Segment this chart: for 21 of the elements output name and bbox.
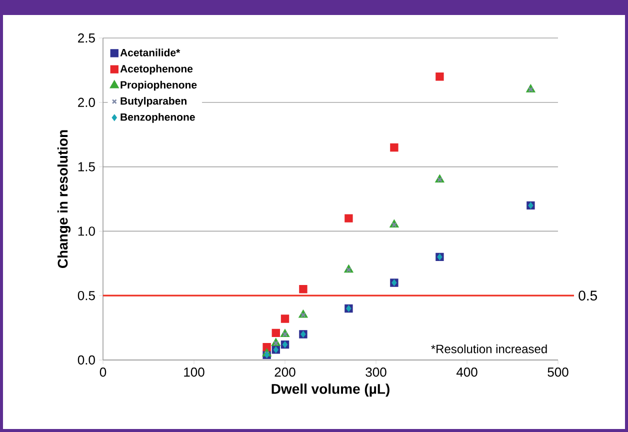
x-tick-label: 400 (456, 368, 478, 377)
legend-label: Acetophenone (120, 64, 193, 75)
y-tick-label: 1.5 (78, 162, 95, 172)
x-tick-label: 0 (100, 368, 106, 377)
x-tick-label: 300 (366, 368, 386, 377)
x-tick-label: 500 (548, 368, 568, 377)
annotation: *Resolution increased (431, 344, 547, 354)
y-tick-label: 0.0 (78, 355, 95, 365)
y-tick-label: 2.5 (78, 33, 95, 43)
y-tick-label: 0.5 (78, 290, 95, 300)
y-tick-label: 1.0 (78, 226, 95, 236)
x-tick-label: 100 (184, 368, 204, 377)
y-axis-title: Change in resolution (57, 130, 71, 268)
ref-line-label: 0.5 (578, 290, 598, 301)
x-tick-label: 200 (274, 368, 296, 377)
x-axis-title: Dwell volume (µL) (272, 384, 390, 397)
y-tick-label: 2.0 (78, 98, 95, 107)
legend-label: Propiophenone (120, 80, 197, 91)
legend-label: Acetanilide* (120, 48, 180, 56)
legend-label: Butylparaben (120, 96, 186, 107)
legend-label: Benzophenone (120, 113, 195, 123)
